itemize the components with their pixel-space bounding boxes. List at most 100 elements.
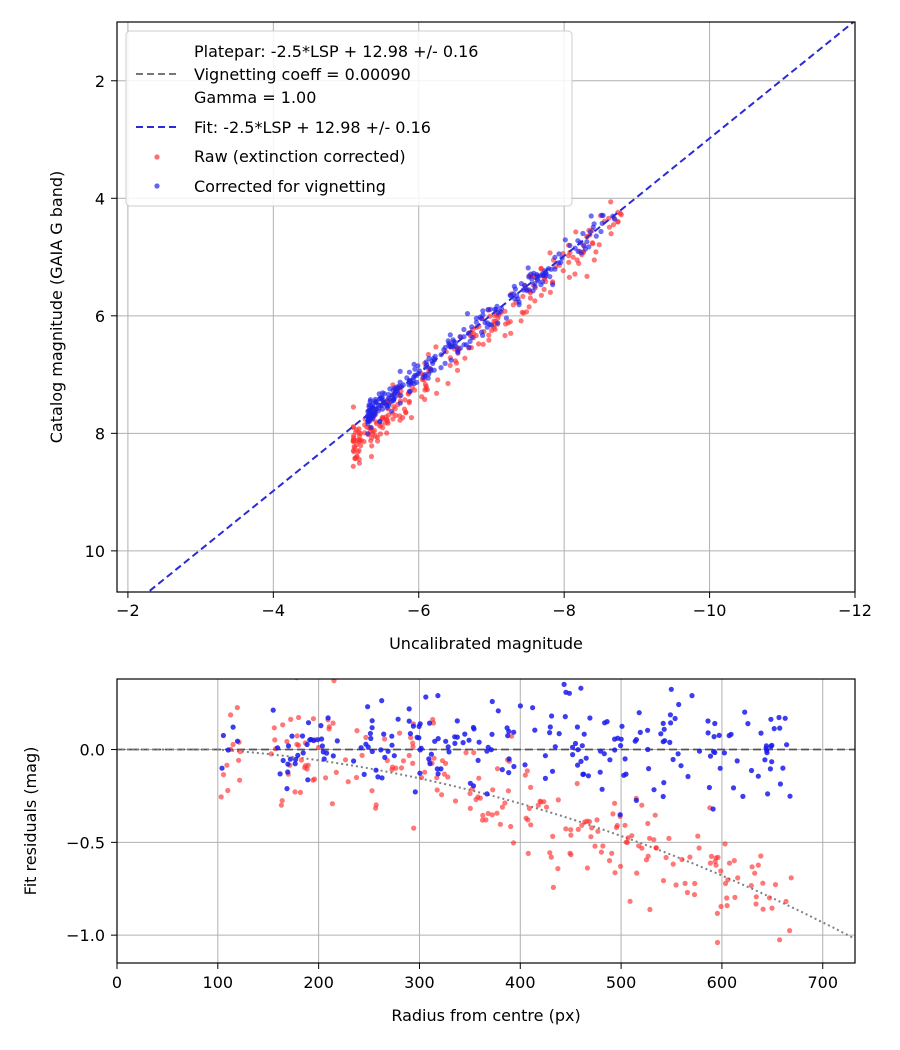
raw-residual-point [359,752,365,759]
raw-residual-point [467,790,473,797]
corrected-point [584,239,590,245]
corrected-residual-point [315,737,321,743]
corrected-residual-point [574,724,581,730]
raw-residual-point [695,833,701,839]
raw-residual-point [595,828,601,834]
raw-residual-point [663,854,669,861]
raw-residual-point [772,882,779,888]
corrected-residual-point [292,761,298,767]
raw-point [434,390,440,396]
corrected-residual-point [385,748,391,754]
corrected-residual-point [689,693,695,699]
raw-residual-point [769,905,775,911]
raw-residual-point [329,801,335,807]
raw-point [538,292,545,298]
raw-point [560,268,566,274]
raw-residual-point [268,751,274,757]
corrected-residual-point [780,765,786,771]
raw-residual-point [788,875,794,881]
corrected-residual-point [763,743,770,749]
corrected-point [512,286,519,292]
raw-residual-point [489,812,495,818]
corrected-point [593,233,599,239]
raw-point [453,360,460,366]
corrected-residual-point [406,706,412,712]
raw-residual-point [342,757,349,763]
corrected-residual-point [784,742,790,748]
top-y-axis-label: Catalog magnitude (GAIA G band) [47,171,66,443]
corrected-residual-point [566,690,573,696]
raw-residual-point [524,768,530,774]
raw-residual-point [271,725,277,731]
corrected-residual-point [475,757,481,764]
corrected-residual-point [395,716,401,722]
raw-residual-point [753,894,759,900]
legend-swatch-raw [154,154,160,160]
corrected-residual-point [417,770,423,776]
corrected-point [494,303,500,309]
corrected-residual-point [672,715,678,722]
raw-residual-point [279,798,285,804]
top-x-axis-label: Uncalibrated magnitude [389,634,583,653]
raw-point [368,438,374,444]
raw-residual-point [574,780,580,787]
raw-residual-point [467,805,473,812]
raw-residual-point [330,720,336,726]
corrected-residual-point [542,775,549,782]
top-y-tick-label: 2 [95,72,105,91]
raw-residual-point [666,835,672,842]
corrected-residual-point [270,707,276,713]
raw-residual-point [592,843,598,849]
raw-residual-point [297,789,303,796]
corrected-residual-point [705,718,711,724]
raw-residual-point [397,730,403,736]
raw-residual-point [550,884,557,891]
corrected-residual-point [617,812,623,818]
corrected-point [448,357,454,363]
top-y-tick-label: 8 [95,424,105,443]
raw-residual-point [707,860,714,866]
corrected-residual-point [685,773,691,780]
raw-residual-point [535,802,541,808]
corrected-residual-point [427,720,433,726]
raw-residual-point [310,716,316,722]
corrected-residual-point [351,758,357,764]
corrected-residual-point [334,738,340,744]
raw-point [408,415,415,421]
corrected-point [466,344,472,350]
corrected-point [390,387,396,393]
corrected-residual-point [369,748,375,755]
corrected-residual-point [667,739,673,746]
raw-residual-point [670,861,676,867]
corrected-point [516,299,522,305]
raw-point [351,434,357,441]
raw-residual-point [753,901,759,907]
corrected-residual-point [284,786,290,792]
raw-residual-point [505,788,511,794]
raw-point [411,387,418,393]
corrected-residual-point [489,698,495,705]
corrected-residual-point [435,736,441,742]
corrected-residual-point [612,747,618,753]
raw-point [423,385,429,391]
corrected-residual-point [758,730,764,736]
corrected-residual-point [547,724,553,730]
legend-box [125,30,573,207]
corrected-residual-point [604,719,610,725]
raw-point [573,229,579,235]
corrected-residual-point [418,745,424,751]
raw-point [480,341,486,347]
corrected-residual-point [572,740,579,747]
corrected-residual-point [661,780,667,786]
raw-residual-point [218,794,224,800]
raw-residual-point [575,826,581,833]
raw-residual-point [555,866,561,872]
raw-residual-point [237,777,243,783]
raw-residual-point [722,880,729,887]
corrected-residual-point [435,693,441,699]
corrected-point [389,408,395,414]
corrected-point [461,326,467,333]
raw-residual-point [477,795,483,801]
raw-residual-point [787,928,793,934]
